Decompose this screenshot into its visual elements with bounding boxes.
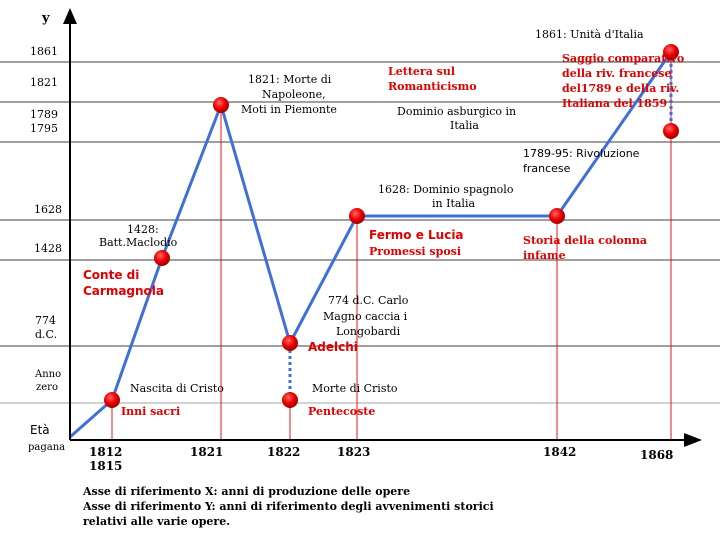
data-markers bbox=[104, 44, 679, 408]
work-lettera-line2: Romanticismo bbox=[388, 80, 477, 93]
horizontal-gridlines bbox=[0, 61, 720, 404]
marker-conte-carmagnola bbox=[154, 250, 170, 266]
y-tick-zero: zero bbox=[36, 382, 58, 393]
x-tick-1822: 1822 bbox=[267, 445, 300, 459]
x-tick-1868: 1868 bbox=[640, 448, 673, 462]
x-tick-1842: 1842 bbox=[543, 445, 576, 459]
x-tick-1821: 1821 bbox=[190, 445, 223, 459]
work-inni-sacri: Inni sacri bbox=[121, 405, 180, 418]
caption-line2: Asse di riferimento Y: anni di riferimen… bbox=[82, 500, 494, 513]
marker-inni-sacri bbox=[104, 392, 120, 408]
y-tick-774: 774 bbox=[35, 314, 56, 327]
marker-adelchi bbox=[282, 335, 298, 351]
marker-storia-colonna bbox=[549, 208, 565, 224]
caption-line3: relativi alle varie opere. bbox=[83, 515, 230, 528]
y-tick-1628: 1628 bbox=[34, 203, 62, 216]
event-maclodio-line2: Batt.Maclodio bbox=[99, 236, 178, 249]
y-tick-1821: 1821 bbox=[30, 76, 58, 89]
event-carlo-magno-line2: Magno caccia i bbox=[323, 310, 408, 323]
event-spagnolo-line2: in Italia bbox=[432, 197, 475, 210]
marker-lettera-romanticismo bbox=[213, 97, 229, 113]
work-conte-line2: Carmagnola bbox=[83, 284, 164, 298]
event-maclodio-line1: 1428: bbox=[127, 223, 159, 236]
event-napoleone-line2: Napoleone, bbox=[262, 88, 326, 101]
y-tick-1789: 1789 bbox=[30, 108, 58, 121]
x-axis-arrow-icon bbox=[684, 433, 702, 447]
x-tick-1812: 1812 bbox=[89, 445, 122, 459]
event-spagnolo-line1: 1628: Dominio spagnolo bbox=[378, 183, 514, 196]
x-tick-labels: 1812 1815 1821 1822 1823 1842 1868 bbox=[89, 445, 673, 473]
event-nascita-cristo: Nascita di Cristo bbox=[130, 382, 224, 395]
event-asburgico-line1: Dominio asburgico in bbox=[397, 105, 516, 118]
work-annotations: Inni sacri Conte di Carmagnola Lettera s… bbox=[83, 52, 684, 418]
work-adelchi: Adelchi bbox=[308, 340, 358, 354]
dashed-connectors bbox=[288, 58, 673, 398]
event-asburgico-line2: Italia bbox=[450, 119, 479, 132]
work-fermo-lucia: Fermo e Lucia bbox=[369, 228, 464, 242]
data-line bbox=[69, 51, 673, 439]
work-saggio-line3: del1789 e della riv. bbox=[562, 82, 679, 95]
event-unita: 1861: Unità d'Italia bbox=[535, 28, 644, 41]
y-tick-1861: 1861 bbox=[30, 45, 58, 58]
work-pentecoste: Pentecoste bbox=[308, 405, 375, 418]
x-tick-1823: 1823 bbox=[337, 445, 370, 459]
work-storia-line1: Storia della colonna bbox=[523, 234, 647, 247]
work-storia-line2: infame bbox=[523, 249, 566, 262]
axes: y bbox=[41, 8, 702, 447]
work-promessi-sposi: Promessi sposi bbox=[369, 245, 461, 258]
y-tick-labels: 1861 1821 1789 1795 1628 1428 774 d.C. A… bbox=[28, 45, 65, 453]
y-axis-label: y bbox=[41, 11, 50, 26]
event-carlo-magno-line3: Longobardi bbox=[336, 325, 401, 338]
marker-fermo-lucia bbox=[349, 208, 365, 224]
y-tick-pagana: pagana bbox=[28, 442, 65, 453]
work-saggio-line1: Saggio comparativo bbox=[562, 52, 684, 65]
y-tick-dc: d.C. bbox=[35, 328, 57, 341]
event-carlo-magno-line1: 774 d.C. Carlo bbox=[328, 294, 409, 307]
y-tick-1795: 1795 bbox=[30, 122, 58, 135]
work-conte-line1: Conte di bbox=[83, 268, 139, 282]
event-annotations: Nascita di Cristo 1428: Batt.Maclodio 18… bbox=[99, 28, 644, 395]
event-rivoluzione-line2: francese bbox=[523, 162, 571, 175]
y-axis-arrow-icon bbox=[63, 8, 77, 24]
axis-caption: Asse di riferimento X: anni di produzion… bbox=[82, 485, 494, 528]
x-tick-1815: 1815 bbox=[89, 459, 122, 473]
work-lettera-line1: Lettera sul bbox=[388, 65, 455, 78]
work-saggio-line4: Italiana del 1859 bbox=[562, 97, 667, 110]
caption-line1: Asse di riferimento X: anni di produzion… bbox=[82, 485, 410, 498]
marker-saggio-1789 bbox=[663, 123, 679, 139]
event-napoleone-line1: 1821: Morte di bbox=[248, 73, 332, 86]
event-morte-cristo: Morte di Cristo bbox=[312, 382, 398, 395]
marker-pentecoste bbox=[282, 392, 298, 408]
y-tick-anno: Anno bbox=[34, 369, 61, 380]
work-saggio-line2: della riv. francese bbox=[562, 67, 671, 80]
event-rivoluzione-line1: 1789-95: Rivoluzione bbox=[523, 147, 640, 160]
y-tick-eta: Età bbox=[30, 423, 50, 437]
event-napoleone-line3: Moti in Piemonte bbox=[241, 103, 337, 116]
marker-saggio-1861 bbox=[663, 44, 679, 60]
y-tick-1428: 1428 bbox=[34, 242, 62, 255]
vertical-guides bbox=[111, 52, 672, 440]
